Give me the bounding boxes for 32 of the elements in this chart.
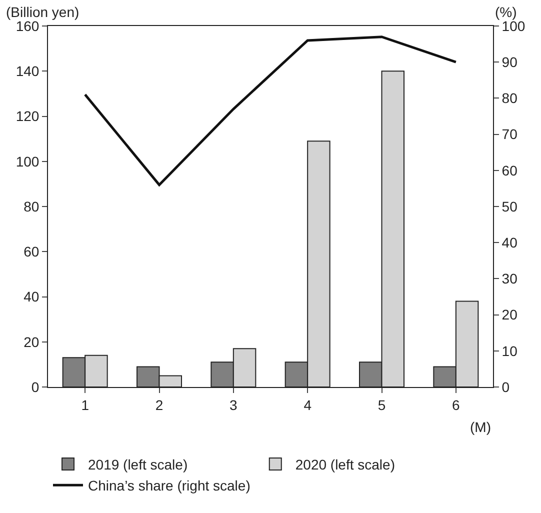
x-tick-label: 5 xyxy=(378,396,386,413)
y-tick-label: 120 xyxy=(16,108,40,124)
x-tick-label: 2 xyxy=(155,396,164,413)
y-tick-label: 20 xyxy=(24,334,40,350)
y2-tick-label: 90 xyxy=(502,54,518,70)
y2-tick-label: 0 xyxy=(502,378,510,395)
y-tick-label: 40 xyxy=(24,288,40,305)
y2-tick-label: 50 xyxy=(502,198,518,214)
y2-tick-label: 70 xyxy=(502,126,518,142)
y2-tick-label: 60 xyxy=(502,162,518,178)
legend-label: 2019 (left scale) xyxy=(88,456,188,472)
y2-tick-label: 20 xyxy=(502,306,518,323)
y2-tick-label: 10 xyxy=(502,342,518,359)
x-tick-label: 1 xyxy=(81,396,90,413)
y-axis-title: (Billion yen) xyxy=(6,4,80,20)
y-tick-label: 80 xyxy=(24,198,40,214)
y-tick-label: 160 xyxy=(16,18,40,34)
x-tick-label: 6 xyxy=(452,396,460,413)
y-tick-label: 100 xyxy=(16,153,40,170)
x-tick-label: 4 xyxy=(304,396,312,413)
y2-tick-label: 30 xyxy=(502,270,518,287)
y-tick-label: 60 xyxy=(24,244,40,260)
y2-axis-title: (%) xyxy=(495,4,517,20)
x-axis-title: (M) xyxy=(470,419,491,435)
legend-label: China’s share (right scale) xyxy=(88,478,250,494)
y-tick-label: 0 xyxy=(31,378,40,395)
y-tick-label: 140 xyxy=(16,63,40,80)
line-series xyxy=(84,36,458,186)
y2-tick-label: 80 xyxy=(502,90,518,106)
legend-label: 2020 (left scale) xyxy=(295,456,395,472)
x-tick-label: 3 xyxy=(230,396,238,413)
y2-tick-label: 40 xyxy=(502,234,518,250)
